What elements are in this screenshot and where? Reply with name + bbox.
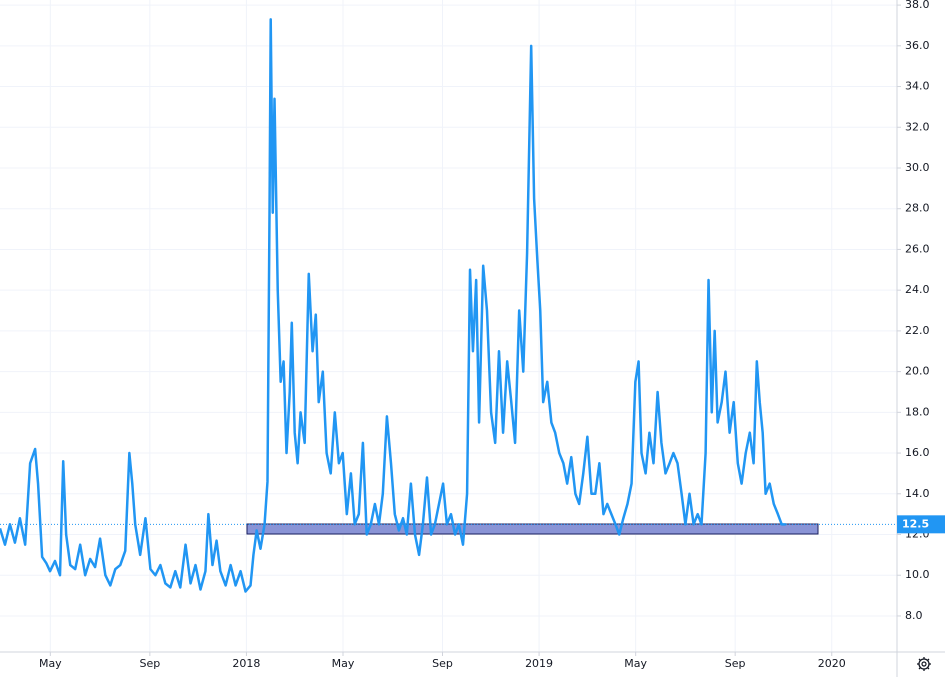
y-tick-label: 36.0	[905, 39, 930, 52]
x-tick-label: May	[624, 657, 647, 670]
y-tick-label: 26.0	[905, 242, 930, 255]
y-tick-label: 28.0	[905, 202, 930, 215]
x-tick-label: 2020	[818, 657, 846, 670]
x-tick-label: May	[332, 657, 355, 670]
grid	[0, 0, 897, 652]
y-tick-label: 32.0	[905, 120, 930, 133]
y-tick-label: 10.0	[905, 568, 930, 581]
x-tick-label: 2018	[232, 657, 260, 670]
y-tick-label: 16.0	[905, 446, 930, 459]
y-tick-label: 14.0	[905, 487, 930, 500]
y-tick-label: 38.0	[905, 0, 930, 11]
y-tick-label: 20.0	[905, 365, 930, 378]
y-tick-label: 30.0	[905, 161, 930, 174]
x-tick-label: Sep	[432, 657, 453, 670]
y-tick-label: 22.0	[905, 324, 930, 337]
last-value-label: 12.5	[902, 517, 929, 530]
x-tick-label: Sep	[725, 657, 746, 670]
y-tick-label: 8.0	[905, 609, 923, 622]
drawn-rectangle[interactable]	[246, 523, 819, 535]
y-tick-label: 34.0	[905, 80, 930, 93]
settings-icon[interactable]	[917, 657, 931, 671]
y-tick-label: 18.0	[905, 405, 930, 418]
price-line	[0, 18, 786, 593]
y-tick-label: 24.0	[905, 283, 930, 296]
x-tick-label: May	[39, 657, 62, 670]
last-value-box	[897, 515, 945, 534]
x-tick-label: Sep	[139, 657, 160, 670]
x-tick-label: 2019	[525, 657, 553, 670]
